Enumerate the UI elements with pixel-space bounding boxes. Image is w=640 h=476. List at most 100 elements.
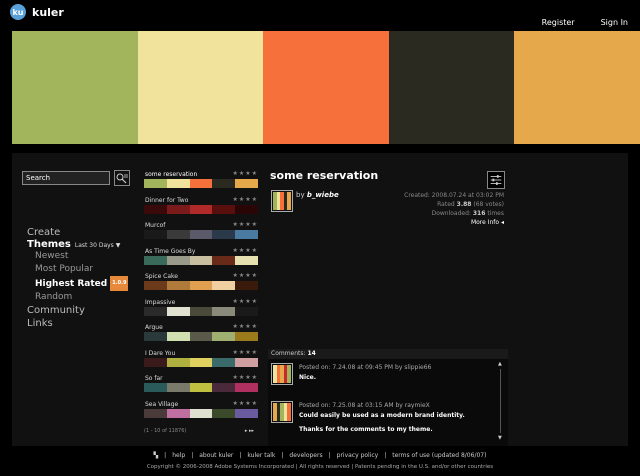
- theme-name[interactable]: I Dare You: [145, 349, 176, 357]
- theme-swatches[interactable]: [144, 281, 258, 290]
- theme-swatches[interactable]: [144, 204, 258, 214]
- footer-link[interactable]: terms of use (updated 8/06/07): [392, 452, 487, 459]
- theme-name[interactable]: Impassive: [145, 298, 176, 306]
- search-button[interactable]: [114, 170, 130, 186]
- separator: |: [328, 452, 331, 459]
- separator: |: [281, 452, 284, 459]
- theme-swatches[interactable]: [144, 230, 258, 239]
- adobe-logo-icon[interactable]: ▚: [153, 452, 159, 459]
- theme-swatches[interactable]: [144, 357, 258, 367]
- footer-link[interactable]: about kuler: [199, 452, 234, 459]
- swatch: [235, 281, 258, 290]
- theme-name[interactable]: Argue: [145, 324, 163, 331]
- hero-swatch[interactable]: [137, 31, 264, 144]
- hero-swatch[interactable]: [388, 31, 515, 144]
- theme-list-item[interactable]: Argue ★★★★: [144, 323, 258, 350]
- footer-link[interactable]: developers: [289, 452, 323, 459]
- pager-count: (1 - 10 of 11876): [144, 428, 187, 434]
- swatch: [144, 179, 167, 188]
- footer-link[interactable]: help: [172, 452, 186, 459]
- swatch: [235, 332, 258, 341]
- theme-name[interactable]: As Time Goes By: [145, 247, 196, 255]
- footer-link[interactable]: privacy policy: [336, 452, 379, 459]
- nav-most-popular[interactable]: Most Popular: [35, 264, 94, 274]
- hero-swatch[interactable]: [263, 31, 389, 144]
- swatch: [166, 281, 190, 290]
- theme-list-item[interactable]: Spice Cake ★★★★: [144, 272, 258, 299]
- theme-swatches[interactable]: [144, 255, 258, 265]
- swatch: [144, 230, 167, 239]
- search-options-icon: [116, 173, 128, 184]
- theme-name[interactable]: Spice Cake: [145, 273, 178, 280]
- swatch: [235, 357, 258, 367]
- nav-create[interactable]: Create: [27, 227, 61, 238]
- swatch: [212, 408, 236, 418]
- hero-swatch[interactable]: [12, 31, 138, 144]
- swatch: [276, 192, 281, 210]
- theme-swatches[interactable]: [144, 179, 258, 188]
- comment-text: Nice.: [299, 374, 316, 381]
- pager-next-arrows[interactable]: ▸ ▸▸: [244, 428, 254, 434]
- swatch: [189, 357, 213, 367]
- comments-scrollbar[interactable]: ▲ ▼: [498, 361, 504, 441]
- theme-list-item[interactable]: So far ★★★★: [144, 374, 258, 401]
- swatch: [287, 192, 291, 210]
- comment-theme-thumbnail[interactable]: [271, 401, 293, 423]
- nav-highest-rated[interactable]: Highest Rated 1.0.9: [35, 276, 129, 291]
- theme-name[interactable]: some reservation: [145, 171, 198, 178]
- swatch: [235, 179, 258, 188]
- left-nav: Create Themes Last 30 Days ▼ Newest Most…: [27, 226, 129, 330]
- theme-options-button[interactable]: [487, 171, 505, 189]
- nav-newest[interactable]: Newest: [35, 251, 69, 261]
- rating-stars-icon: ★★★★: [232, 399, 258, 407]
- swatch: [212, 230, 236, 239]
- separator: |: [239, 452, 242, 459]
- swatch: [212, 179, 236, 188]
- nav-links[interactable]: Links: [27, 318, 53, 329]
- theme-swatches[interactable]: [144, 408, 258, 418]
- swatch: [189, 306, 213, 316]
- theme-name[interactable]: Sea Village: [145, 400, 179, 408]
- theme-list-item[interactable]: some reservation ★★★★: [144, 170, 258, 197]
- comment-theme-thumbnail[interactable]: [271, 363, 293, 385]
- comment-posted: Posted on: 7.24.08 at 09:45 PM by slippi…: [299, 364, 432, 371]
- theme-name[interactable]: So far: [145, 375, 163, 382]
- swatch: [189, 332, 213, 341]
- swatch: [235, 383, 258, 392]
- rating-stars-icon: ★★★★: [232, 348, 258, 356]
- nav-community[interactable]: Community: [27, 305, 85, 316]
- theme-name[interactable]: Murcof: [145, 222, 166, 229]
- theme-list-item[interactable]: Murcof ★★★★: [144, 221, 258, 248]
- pager: (1 - 10 of 11876) ▸ ▸▸: [144, 428, 258, 434]
- signin-link[interactable]: Sign In: [600, 18, 628, 27]
- swatch: [144, 255, 167, 265]
- theme-swatches[interactable]: [144, 306, 258, 316]
- themes-range-dropdown[interactable]: Last 30 Days ▼: [74, 242, 121, 249]
- nav-random[interactable]: Random: [35, 292, 73, 302]
- more-info-link[interactable]: More Info ◂: [470, 219, 504, 226]
- theme-name[interactable]: Dinner for Two: [145, 196, 189, 204]
- swatch: [144, 357, 167, 367]
- hero-swatch[interactable]: [514, 31, 640, 144]
- comment-text: Could easily be used as a modern brand i…: [299, 412, 465, 419]
- footer-link[interactable]: kuler talk: [247, 452, 276, 459]
- swatch: [189, 281, 213, 290]
- nav-themes[interactable]: Themes: [27, 239, 71, 250]
- scroll-up-icon[interactable]: ▲: [498, 361, 502, 367]
- theme-list-item[interactable]: Dinner for Two ★★★★: [144, 196, 258, 223]
- theme-list-item[interactable]: Sea Village ★★★★: [144, 399, 258, 427]
- swatch: [166, 306, 190, 316]
- swatch: [235, 204, 258, 214]
- theme-swatches[interactable]: [144, 332, 258, 341]
- theme-list-item[interactable]: I Dare You ★★★★: [144, 348, 258, 376]
- register-link[interactable]: Register: [541, 18, 575, 27]
- scroll-down-icon[interactable]: ▼: [498, 435, 502, 441]
- theme-swatches[interactable]: [144, 383, 258, 392]
- logo[interactable]: ku kuler: [10, 4, 64, 20]
- theme-list-item[interactable]: As Time Goes By ★★★★: [144, 247, 258, 274]
- theme-list-item[interactable]: Impassive ★★★★: [144, 298, 258, 325]
- author-theme-thumbnail[interactable]: [271, 190, 293, 212]
- rating-stars-icon: ★★★★: [232, 272, 258, 279]
- author-link[interactable]: b_wiebe: [306, 191, 339, 199]
- search-input[interactable]: [22, 171, 110, 185]
